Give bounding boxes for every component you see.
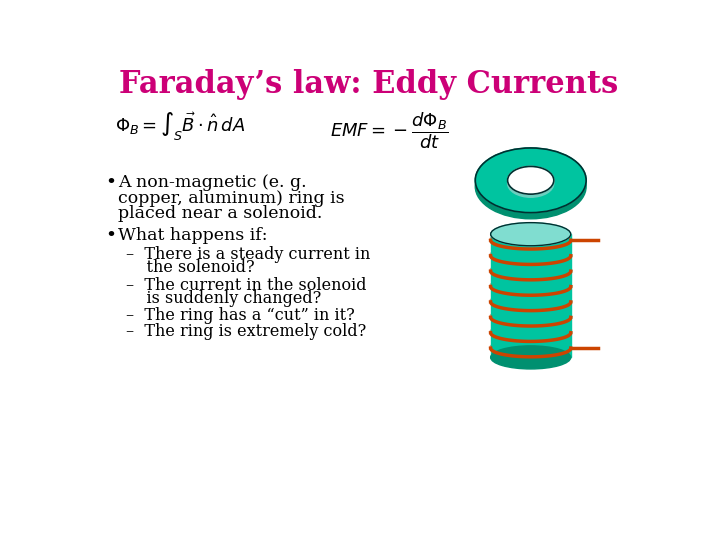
Text: •: • <box>106 174 117 192</box>
Ellipse shape <box>490 222 571 246</box>
Bar <box>490 234 571 357</box>
Text: Faraday’s law: Eddy Currents: Faraday’s law: Eddy Currents <box>120 69 618 99</box>
Text: $EMF = -\dfrac{d\Phi_B}{dt}$: $EMF = -\dfrac{d\Phi_B}{dt}$ <box>330 110 449 151</box>
Ellipse shape <box>508 166 554 194</box>
Text: –  The ring is extremely cold?: – The ring is extremely cold? <box>126 323 366 340</box>
Text: –  The ring has a “cut” in it?: – The ring has a “cut” in it? <box>126 307 354 325</box>
Text: copper, aluminum) ring is: copper, aluminum) ring is <box>118 190 345 206</box>
Text: •: • <box>106 226 117 245</box>
Text: What happens if:: What happens if: <box>118 226 268 244</box>
Ellipse shape <box>490 346 571 369</box>
Text: A non-magnetic (e. g.: A non-magnetic (e. g. <box>118 174 307 191</box>
Text: –  There is a steady current in: – There is a steady current in <box>126 246 370 263</box>
Text: is suddenly changed?: is suddenly changed? <box>126 289 321 307</box>
Text: –  The current in the solenoid: – The current in the solenoid <box>126 276 366 294</box>
Ellipse shape <box>475 148 586 213</box>
Ellipse shape <box>475 154 586 219</box>
Text: placed near a solenoid.: placed near a solenoid. <box>118 205 323 222</box>
Text: the solenoid?: the solenoid? <box>126 259 254 276</box>
Text: $\Phi_B = \int_S \vec{B}\cdot\hat{n}\,dA$: $\Phi_B = \int_S \vec{B}\cdot\hat{n}\,dA… <box>115 110 246 143</box>
Ellipse shape <box>508 170 554 197</box>
